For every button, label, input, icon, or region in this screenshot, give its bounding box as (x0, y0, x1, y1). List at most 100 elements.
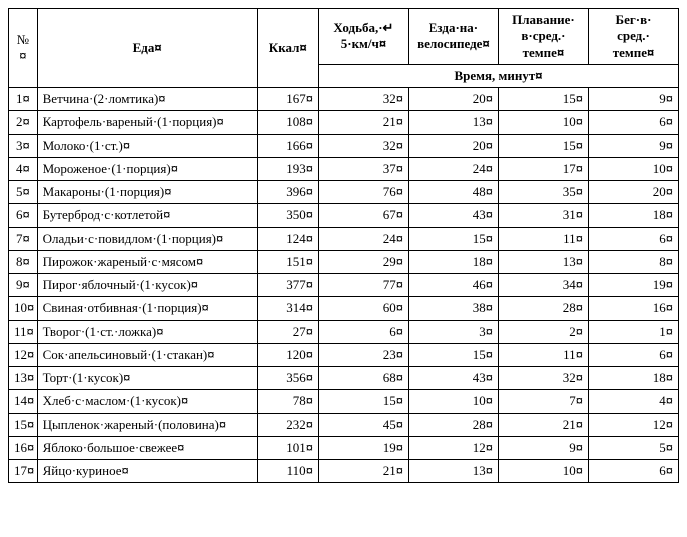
table-row: 1¤Ветчина·(2·ломтика)¤167¤32¤20¤15¤9¤ (9, 88, 679, 111)
cell-activity-3: 9¤ (588, 134, 678, 157)
header-time: Время, минут¤ (318, 64, 678, 87)
header-activity-walking: Ходьба,·↵5·км/ч¤ (318, 9, 408, 65)
table-row: 15¤Цыпленок·жареный·(половина)¤232¤45¤28… (9, 413, 679, 436)
cell-activity-1: 28¤ (408, 413, 498, 436)
cell-activity-2: 15¤ (498, 88, 588, 111)
cell-activity-3: 9¤ (588, 88, 678, 111)
table-row: 9¤Пирог·яблочный·(1·кусок)¤377¤77¤46¤34¤… (9, 274, 679, 297)
cell-number: 8¤ (9, 250, 38, 273)
cell-activity-2: 10¤ (498, 111, 588, 134)
cell-activity-3: 10¤ (588, 157, 678, 180)
header-activity-running: Бег·в·сред.·темпе¤ (588, 9, 678, 65)
cell-number: 12¤ (9, 343, 38, 366)
cell-number: 9¤ (9, 274, 38, 297)
cell-activity-1: 20¤ (408, 88, 498, 111)
table-row: 12¤Сок·апельсиновый·(1·стакан)¤120¤23¤15… (9, 343, 679, 366)
table-row: 10¤Свиная·отбивная·(1·порция)¤314¤60¤38¤… (9, 297, 679, 320)
cell-activity-0: 68¤ (318, 367, 408, 390)
cell-activity-1: 13¤ (408, 111, 498, 134)
cell-activity-0: 21¤ (318, 111, 408, 134)
cell-activity-3: 6¤ (588, 227, 678, 250)
cell-activity-0: 24¤ (318, 227, 408, 250)
cell-activity-0: 15¤ (318, 390, 408, 413)
cell-kcal: 356¤ (257, 367, 318, 390)
cell-food: Яйцо·куриное¤ (37, 460, 257, 483)
header-number: №¤ (9, 9, 38, 88)
cell-activity-0: 29¤ (318, 250, 408, 273)
header-kcal: Ккал¤ (257, 9, 318, 88)
cell-number: 11¤ (9, 320, 38, 343)
cell-activity-1: 13¤ (408, 460, 498, 483)
cell-number: 16¤ (9, 436, 38, 459)
cell-activity-2: 2¤ (498, 320, 588, 343)
cell-activity-1: 43¤ (408, 367, 498, 390)
table-row: 17¤Яйцо·куриное¤110¤21¤13¤10¤6¤ (9, 460, 679, 483)
cell-activity-3: 12¤ (588, 413, 678, 436)
cell-activity-0: 6¤ (318, 320, 408, 343)
cell-activity-2: 9¤ (498, 436, 588, 459)
cell-food: Макароны·(1·порция)¤ (37, 181, 257, 204)
cell-activity-2: 31¤ (498, 204, 588, 227)
cell-activity-3: 6¤ (588, 343, 678, 366)
cell-activity-2: 34¤ (498, 274, 588, 297)
cell-activity-0: 76¤ (318, 181, 408, 204)
cell-kcal: 166¤ (257, 134, 318, 157)
cell-activity-0: 32¤ (318, 88, 408, 111)
cell-kcal: 110¤ (257, 460, 318, 483)
cell-number: 7¤ (9, 227, 38, 250)
cell-activity-3: 1¤ (588, 320, 678, 343)
table-row: 5¤Макароны·(1·порция)¤396¤76¤48¤35¤20¤ (9, 181, 679, 204)
table-row: 4¤Мороженое·(1·порция)¤193¤37¤24¤17¤10¤ (9, 157, 679, 180)
cell-activity-0: 67¤ (318, 204, 408, 227)
cell-activity-1: 15¤ (408, 227, 498, 250)
cell-activity-1: 15¤ (408, 343, 498, 366)
cell-kcal: 108¤ (257, 111, 318, 134)
cell-activity-1: 18¤ (408, 250, 498, 273)
cell-activity-1: 12¤ (408, 436, 498, 459)
cell-kcal: 151¤ (257, 250, 318, 273)
cell-activity-2: 11¤ (498, 343, 588, 366)
cell-activity-3: 5¤ (588, 436, 678, 459)
cell-number: 5¤ (9, 181, 38, 204)
cell-food: Мороженое·(1·порция)¤ (37, 157, 257, 180)
table-row: 14¤Хлеб·с·маслом·(1·кусок)¤78¤15¤10¤7¤4¤ (9, 390, 679, 413)
cell-activity-0: 45¤ (318, 413, 408, 436)
table-row: 3¤Молоко·(1·ст.)¤166¤32¤20¤15¤9¤ (9, 134, 679, 157)
cell-activity-1: 24¤ (408, 157, 498, 180)
table-row: 11¤Творог·(1·ст.·ложка)¤27¤6¤3¤2¤1¤ (9, 320, 679, 343)
cell-activity-2: 28¤ (498, 297, 588, 320)
cell-activity-0: 32¤ (318, 134, 408, 157)
cell-activity-0: 37¤ (318, 157, 408, 180)
cell-kcal: 124¤ (257, 227, 318, 250)
calorie-activity-table: №¤ Еда¤ Ккал¤ Ходьба,·↵5·км/ч¤ Езда·на·в… (8, 8, 679, 483)
table-row: 6¤Бутерброд·с·котлетой¤350¤67¤43¤31¤18¤ (9, 204, 679, 227)
cell-kcal: 377¤ (257, 274, 318, 297)
cell-food: Цыпленок·жареный·(половина)¤ (37, 413, 257, 436)
cell-food: Ветчина·(2·ломтика)¤ (37, 88, 257, 111)
cell-kcal: 193¤ (257, 157, 318, 180)
cell-kcal: 120¤ (257, 343, 318, 366)
cell-activity-3: 18¤ (588, 204, 678, 227)
cell-activity-2: 35¤ (498, 181, 588, 204)
cell-activity-0: 19¤ (318, 436, 408, 459)
cell-activity-2: 7¤ (498, 390, 588, 413)
cell-kcal: 27¤ (257, 320, 318, 343)
cell-food: Яблоко·большое·свежее¤ (37, 436, 257, 459)
cell-food: Пирог·яблочный·(1·кусок)¤ (37, 274, 257, 297)
cell-activity-1: 3¤ (408, 320, 498, 343)
cell-activity-0: 77¤ (318, 274, 408, 297)
cell-kcal: 314¤ (257, 297, 318, 320)
cell-activity-1: 48¤ (408, 181, 498, 204)
cell-activity-2: 10¤ (498, 460, 588, 483)
cell-activity-1: 46¤ (408, 274, 498, 297)
cell-activity-2: 17¤ (498, 157, 588, 180)
cell-kcal: 101¤ (257, 436, 318, 459)
cell-food: Молоко·(1·ст.)¤ (37, 134, 257, 157)
cell-number: 10¤ (9, 297, 38, 320)
cell-food: Бутерброд·с·котлетой¤ (37, 204, 257, 227)
cell-number: 6¤ (9, 204, 38, 227)
cell-activity-3: 6¤ (588, 460, 678, 483)
cell-food: Картофель·вареный·(1·порция)¤ (37, 111, 257, 134)
table-row: 8¤Пирожок·жареный·с·мясом¤151¤29¤18¤13¤8… (9, 250, 679, 273)
cell-activity-0: 21¤ (318, 460, 408, 483)
